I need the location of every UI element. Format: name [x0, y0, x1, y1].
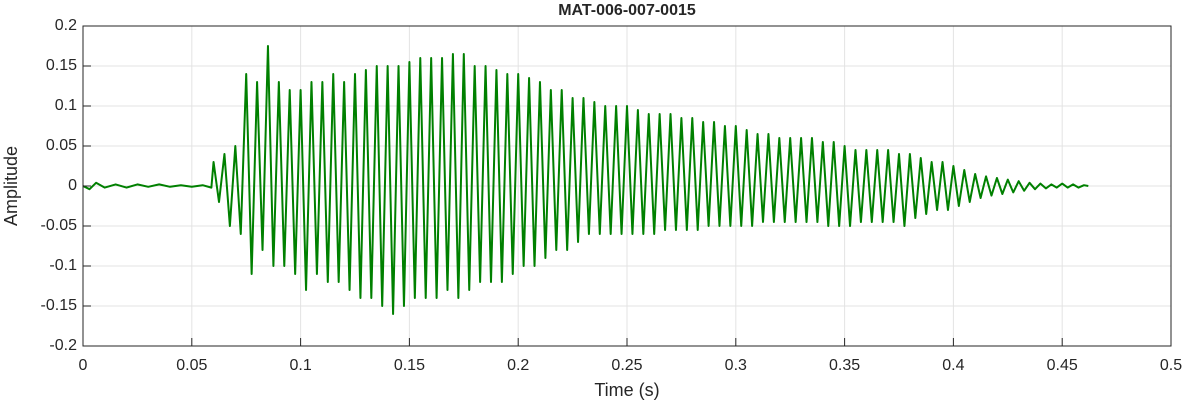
y-tick-label: -0.1	[49, 257, 77, 274]
y-tick-label: 0.2	[55, 17, 77, 34]
y-tick-label: -0.05	[41, 217, 78, 234]
x-tick-label: 0.05	[176, 357, 207, 374]
x-axis-label: Time (s)	[594, 380, 659, 400]
x-tick-label: 0.25	[611, 357, 642, 374]
waveform-line	[82, 45, 1089, 315]
chart-title: MAT-006-007-0015	[558, 2, 696, 19]
y-tick-label: -0.2	[49, 337, 77, 354]
y-tick-label: 0.05	[46, 137, 77, 154]
x-tick-label: 0.35	[829, 357, 860, 374]
x-tick-label: 0.2	[507, 357, 529, 374]
x-tick-label: 0.45	[1047, 357, 1078, 374]
x-tick-label: 0.4	[942, 357, 964, 374]
y-tick-label: 0	[68, 177, 77, 194]
plot-area	[82, 45, 1089, 315]
x-tick-label: 0.15	[394, 357, 425, 374]
y-tick-label: 0.1	[55, 97, 77, 114]
y-axis-label: Amplitude	[1, 146, 21, 226]
y-tick-label: -0.15	[41, 297, 78, 314]
labels: 0 0.05 0.1 0.15 0.2 0.25 0.3 0.35 0.4 0.45 0.5 -0.2…	[41, 17, 1183, 374]
y-tick-label: 0.15	[46, 57, 77, 74]
x-tick-label: 0	[79, 357, 88, 374]
x-tick-label: 0.5	[1160, 357, 1182, 374]
x-tick-label: 0.3	[725, 357, 747, 374]
x-tick-label: 0.1	[289, 357, 311, 374]
